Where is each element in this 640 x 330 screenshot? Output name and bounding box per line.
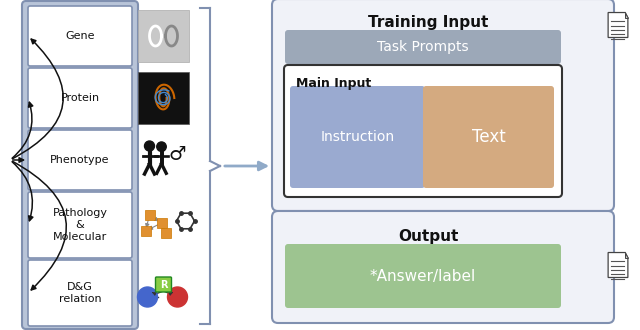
Polygon shape [625, 13, 628, 18]
Text: Pathology
&
Molecular: Pathology & Molecular [52, 209, 108, 242]
Text: R: R [160, 280, 167, 289]
Text: D&G
relation: D&G relation [59, 282, 101, 304]
Text: Task Prompts: Task Prompts [377, 40, 469, 54]
Polygon shape [608, 13, 628, 38]
Text: Phenotype: Phenotype [51, 155, 109, 165]
FancyBboxPatch shape [285, 30, 561, 64]
Text: Text: Text [472, 128, 506, 146]
FancyBboxPatch shape [156, 277, 172, 292]
FancyBboxPatch shape [284, 65, 562, 197]
FancyBboxPatch shape [28, 68, 132, 128]
FancyBboxPatch shape [28, 192, 132, 258]
FancyBboxPatch shape [290, 86, 425, 188]
Polygon shape [625, 252, 628, 258]
Circle shape [168, 287, 188, 307]
FancyBboxPatch shape [28, 6, 132, 66]
FancyBboxPatch shape [423, 86, 554, 188]
Circle shape [145, 141, 154, 151]
Circle shape [138, 287, 157, 307]
Circle shape [157, 142, 166, 151]
FancyBboxPatch shape [272, 0, 614, 211]
FancyBboxPatch shape [28, 130, 132, 190]
FancyBboxPatch shape [157, 218, 166, 228]
FancyBboxPatch shape [28, 260, 132, 326]
Text: Training Input: Training Input [368, 16, 488, 30]
FancyBboxPatch shape [138, 72, 189, 124]
FancyBboxPatch shape [285, 244, 561, 308]
FancyBboxPatch shape [138, 10, 189, 62]
Text: Gene: Gene [65, 31, 95, 41]
Polygon shape [608, 252, 628, 278]
FancyBboxPatch shape [161, 228, 170, 238]
Text: *Answer/label: *Answer/label [370, 269, 476, 283]
Text: Instruction: Instruction [321, 130, 395, 144]
FancyBboxPatch shape [22, 1, 138, 329]
Text: Protein: Protein [60, 93, 100, 103]
FancyBboxPatch shape [272, 211, 614, 323]
Text: Main Input: Main Input [296, 77, 371, 89]
FancyBboxPatch shape [145, 210, 154, 220]
Text: ♂: ♂ [169, 145, 186, 163]
Text: Output: Output [398, 229, 458, 245]
FancyBboxPatch shape [141, 226, 150, 236]
